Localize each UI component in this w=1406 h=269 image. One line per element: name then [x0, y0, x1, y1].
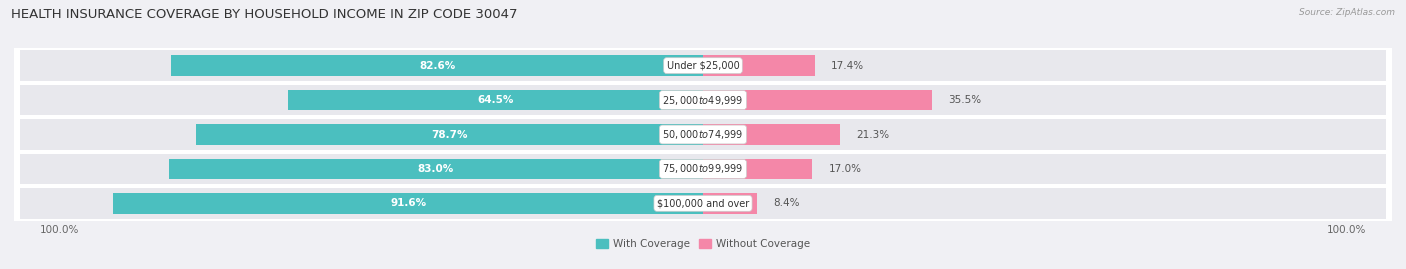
Bar: [114, 193, 703, 214]
Bar: [197, 124, 703, 145]
Text: 91.6%: 91.6%: [389, 198, 426, 208]
Bar: [14, 83, 1392, 117]
Bar: [703, 193, 756, 214]
Bar: [21, 119, 1385, 150]
Bar: [14, 48, 1392, 83]
Bar: [172, 55, 703, 76]
Bar: [14, 117, 1392, 152]
Text: 21.3%: 21.3%: [856, 129, 890, 140]
Bar: [288, 90, 703, 110]
Text: Source: ZipAtlas.com: Source: ZipAtlas.com: [1299, 8, 1395, 17]
Text: $100,000 and over: $100,000 and over: [657, 198, 749, 208]
Bar: [21, 154, 1385, 184]
Text: HEALTH INSURANCE COVERAGE BY HOUSEHOLD INCOME IN ZIP CODE 30047: HEALTH INSURANCE COVERAGE BY HOUSEHOLD I…: [11, 8, 517, 21]
Bar: [169, 159, 703, 179]
Text: $25,000 to $49,999: $25,000 to $49,999: [662, 94, 744, 107]
Text: 35.5%: 35.5%: [948, 95, 981, 105]
Text: $50,000 to $74,999: $50,000 to $74,999: [662, 128, 744, 141]
Text: 8.4%: 8.4%: [773, 198, 800, 208]
Text: 78.7%: 78.7%: [432, 129, 468, 140]
Bar: [703, 55, 815, 76]
Text: 17.0%: 17.0%: [828, 164, 862, 174]
Text: 83.0%: 83.0%: [418, 164, 454, 174]
Text: 17.4%: 17.4%: [831, 61, 865, 71]
Text: $75,000 to $99,999: $75,000 to $99,999: [662, 162, 744, 175]
Bar: [21, 85, 1385, 115]
Bar: [14, 152, 1392, 186]
Bar: [14, 186, 1392, 221]
Text: 82.6%: 82.6%: [419, 61, 456, 71]
Legend: With Coverage, Without Coverage: With Coverage, Without Coverage: [592, 235, 814, 253]
Bar: [703, 90, 932, 110]
Bar: [703, 124, 841, 145]
Bar: [21, 51, 1385, 81]
Text: Under $25,000: Under $25,000: [666, 61, 740, 71]
Bar: [703, 159, 813, 179]
Bar: [21, 188, 1385, 218]
Text: 64.5%: 64.5%: [477, 95, 513, 105]
